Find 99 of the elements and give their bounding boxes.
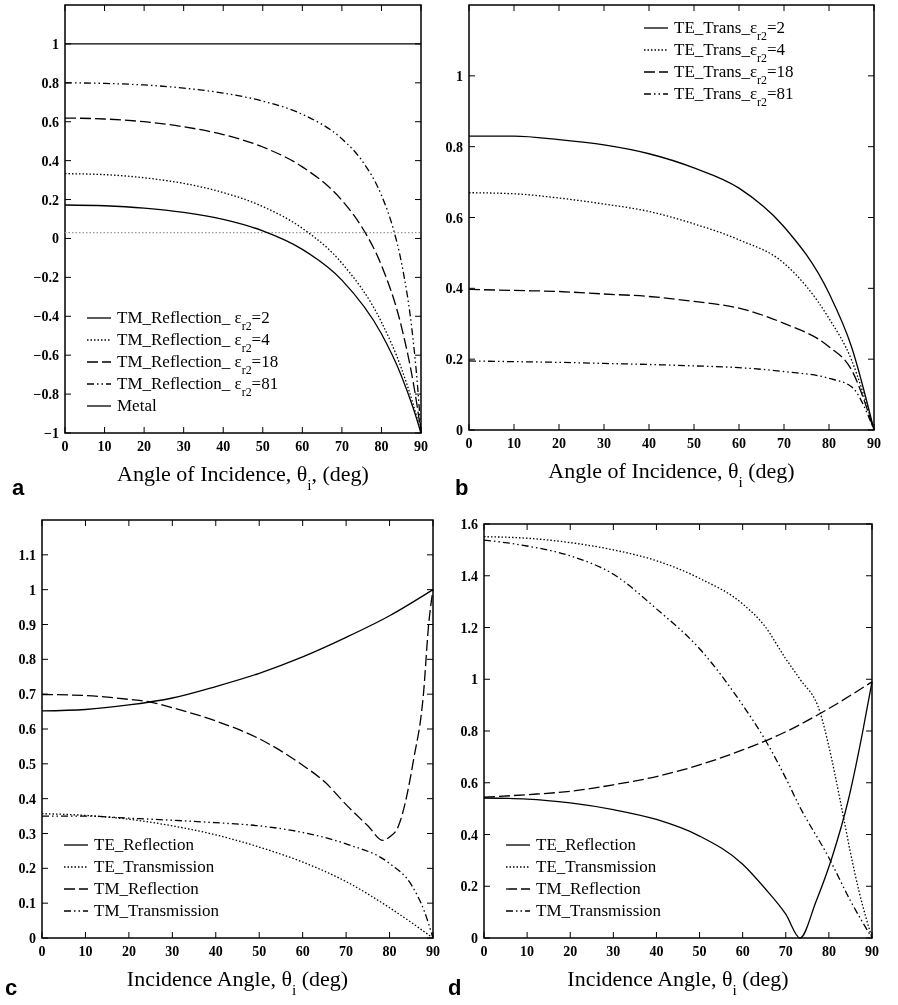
y-tick-label: 0.6 <box>445 210 463 226</box>
legend-label: TE_Trans_ε$_{r2}$=18 <box>674 62 794 87</box>
y-tick-label: 1 <box>456 68 463 84</box>
y-tick-label: 0 <box>456 423 463 438</box>
text: d <box>448 975 462 1000</box>
y-tick-label: 0.9 <box>18 617 36 633</box>
legend-label: TE_Reflection <box>536 835 637 854</box>
y-tick-label: 0.4 <box>41 153 59 169</box>
y-tick-label: 1.6 <box>460 517 478 532</box>
y-tick-label: 1.4 <box>460 568 478 584</box>
y-tick-label: 0 <box>471 931 478 946</box>
y-tick-label: 0.4 <box>18 791 36 807</box>
x-tick-label: 70 <box>339 944 354 959</box>
y-tick-label: 0.6 <box>41 114 59 130</box>
y-tick-label: −0.2 <box>33 270 59 286</box>
y-tick-label: −0.8 <box>33 387 59 403</box>
x-tick-label: 90 <box>414 439 428 454</box>
y-tick-label: 0.2 <box>460 879 478 895</box>
y-tick-label: 0.1 <box>18 896 36 912</box>
x-tick-label: 80 <box>821 944 836 959</box>
x-tick-label: 30 <box>165 944 180 959</box>
x-tick-label: 50 <box>255 439 270 454</box>
x-tick-label: 70 <box>778 944 793 959</box>
x-tick-label: 80 <box>374 439 389 454</box>
y-tick-label: 0.6 <box>460 775 478 791</box>
y-tick-label: −0.4 <box>33 309 59 325</box>
y-tick-label: 1.1 <box>18 547 36 563</box>
x-tick-label: 20 <box>137 439 152 454</box>
text: b <box>455 475 469 500</box>
y-tick-label: 1 <box>52 36 59 52</box>
y-tick-label: 0 <box>29 931 36 946</box>
y-tick-label: 0.8 <box>41 75 59 91</box>
x-tick-label: 40 <box>208 944 223 959</box>
y-tick-label: 1.2 <box>460 620 478 636</box>
x-tick-label: 70 <box>334 439 349 454</box>
legend-label: TM_Transmission <box>536 901 662 920</box>
y-tick-label: 0.2 <box>445 352 463 368</box>
x-tick-label: 60 <box>732 436 746 451</box>
x-tick-label: 40 <box>642 436 656 451</box>
text: c <box>5 975 18 1000</box>
y-tick-label: 0.4 <box>460 827 478 843</box>
legend-label: TE_Trans_ε$_{r2}$=4 <box>674 40 786 65</box>
y-tick-label: 0.3 <box>18 826 36 842</box>
x-tick-label: 60 <box>295 944 310 959</box>
x-tick-label: 50 <box>252 944 267 959</box>
x-tick-label: 30 <box>176 439 191 454</box>
legend-label: TE_Trans_ε$_{r2}$=81 <box>674 84 794 109</box>
text: a <box>12 475 25 500</box>
y-tick-label: 0.2 <box>18 861 36 877</box>
x-axis-title: Angle of Incidence, θ$_{i}$ (deg) <box>548 458 795 490</box>
x-tick-label: 10 <box>97 439 112 454</box>
x-tick-label: 40 <box>649 944 664 959</box>
y-tick-label: −0.6 <box>33 348 59 364</box>
legend-label: TE_Trans_ε$_{r2}$=2 <box>674 18 786 43</box>
x-tick-label: 30 <box>597 436 611 451</box>
y-tick-label: 0 <box>52 231 59 247</box>
y-tick-label: 0.8 <box>460 724 478 739</box>
y-tick-label: −1 <box>44 426 59 441</box>
x-tick-label: 20 <box>563 944 578 959</box>
y-tick-label: 0.8 <box>18 652 36 668</box>
legend-label: TE_Transmission <box>536 857 657 876</box>
legend-label: Metal <box>117 396 157 415</box>
x-tick-label: 40 <box>216 439 231 454</box>
legend-label: TM_Reflection_ ε$_{r2}$=81 <box>117 374 279 399</box>
x-tick-label: 10 <box>520 944 535 959</box>
x-axis-title: Angle of Incidence, θ$_{i}$, (deg) <box>117 461 369 493</box>
x-tick-label: 80 <box>382 944 397 959</box>
y-tick-label: 1 <box>471 672 478 688</box>
x-tick-label: 20 <box>121 944 136 959</box>
x-tick-label: 90 <box>865 944 879 959</box>
y-tick-label: 0.8 <box>445 139 463 155</box>
x-tick-label: 10 <box>507 436 521 451</box>
x-tick-label: 10 <box>78 944 93 959</box>
legend-label: TM_Transmission <box>94 901 220 920</box>
y-tick-label: 0.4 <box>445 281 463 297</box>
y-tick-label: 0.7 <box>18 687 36 703</box>
legend-label: TM_Reflection <box>94 879 200 898</box>
x-tick-label: 50 <box>687 436 701 451</box>
x-tick-label: 20 <box>552 436 566 451</box>
legend-label: TM_Reflection_ ε$_{r2}$=4 <box>117 330 271 355</box>
x-axis-title: Incidence Angle, θ$_{i}$ (deg) <box>567 966 789 998</box>
x-tick-label: 70 <box>777 436 791 451</box>
legend-label: TE_Reflection <box>94 835 195 854</box>
y-tick-label: 0.5 <box>18 756 36 772</box>
x-tick-label: 60 <box>295 439 310 454</box>
legend-label: TM_Reflection <box>536 879 642 898</box>
legend-label: TM_Reflection_ ε$_{r2}$=2 <box>117 308 270 333</box>
x-tick-label: 60 <box>735 944 750 959</box>
y-tick-label: 1 <box>29 582 36 598</box>
legend-label: TE_Transmission <box>94 857 215 876</box>
x-axis-title: Incidence Angle, θ$_{i}$ (deg) <box>126 966 349 998</box>
x-tick-label: 50 <box>692 944 707 959</box>
y-tick-label: 0.2 <box>41 192 59 208</box>
x-tick-label: 80 <box>822 436 836 451</box>
legend-label: TM_Reflection_ ε$_{r2}$=18 <box>117 352 279 377</box>
x-tick-label: 90 <box>867 436 881 451</box>
x-tick-label: 30 <box>606 944 621 959</box>
y-tick-label: 0.6 <box>18 722 36 737</box>
x-tick-label: 90 <box>426 944 440 959</box>
